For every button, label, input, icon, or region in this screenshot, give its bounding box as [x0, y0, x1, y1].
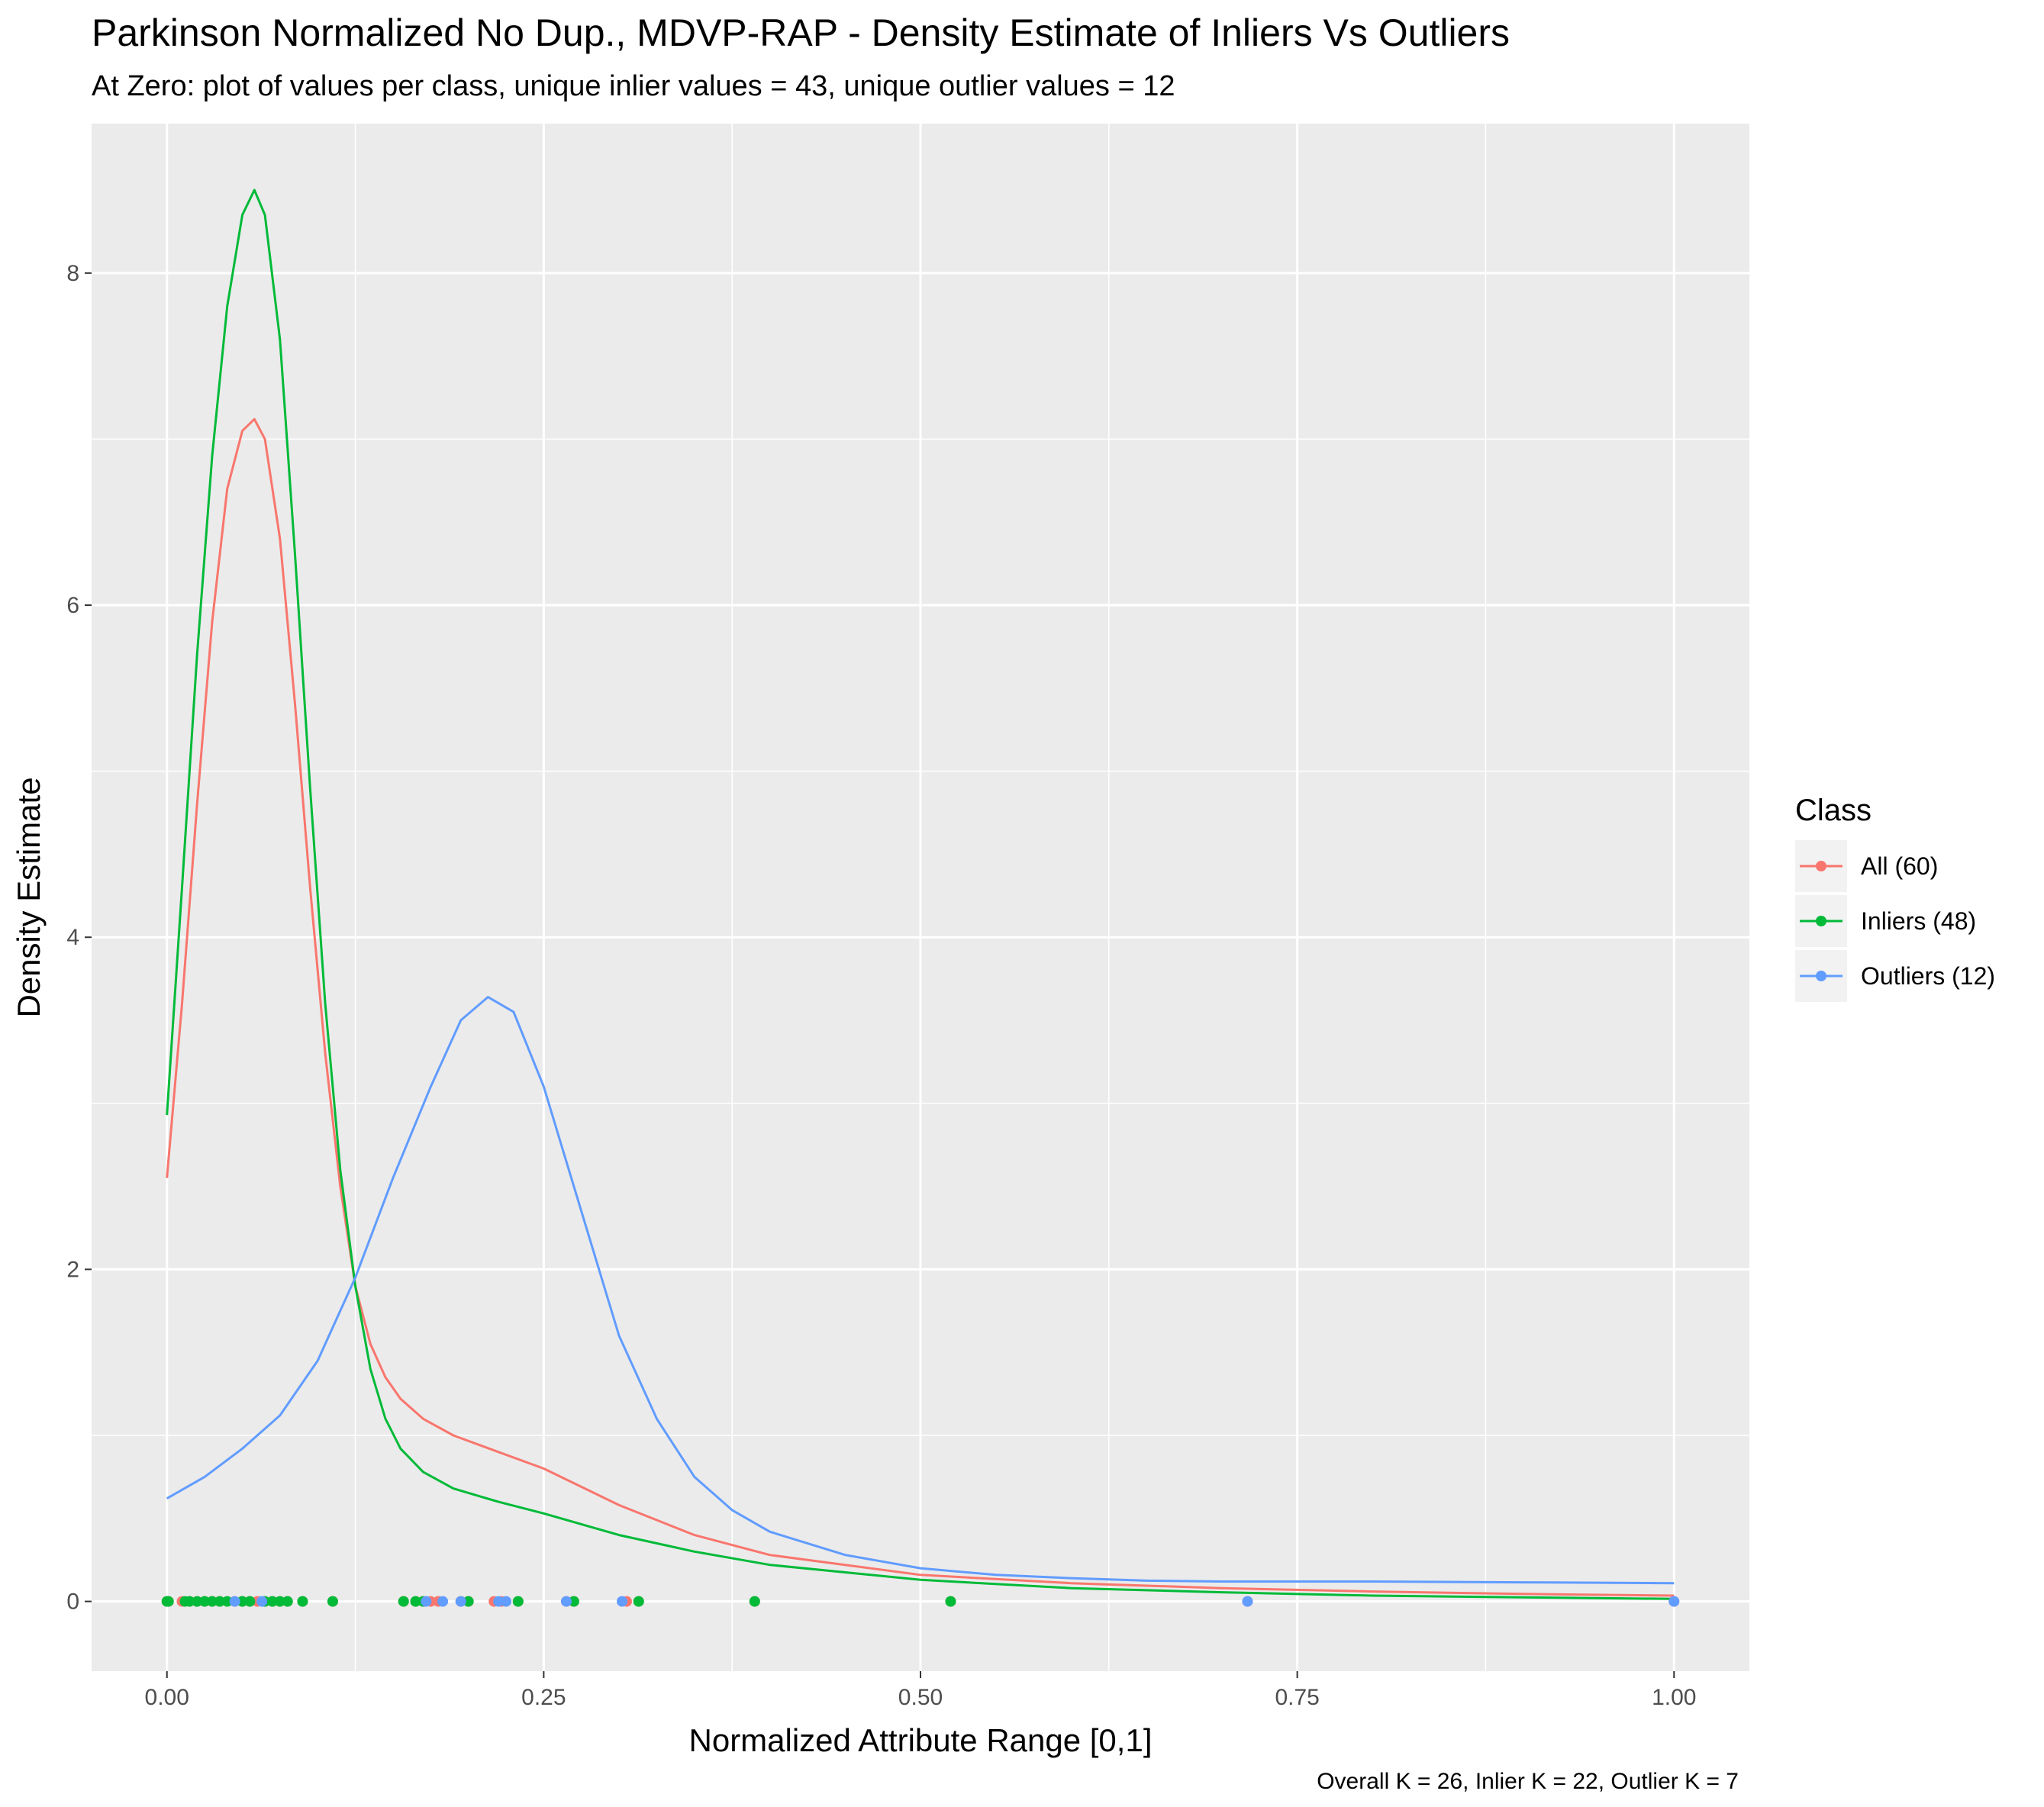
- zero-point-outliers-12: [493, 1596, 505, 1607]
- zero-point-outliers-12: [421, 1596, 432, 1607]
- chart-caption: Overall K = 26, Inlier K = 22, Outlier K…: [1317, 1769, 1739, 1794]
- zero-point-inliers-48: [244, 1596, 256, 1607]
- zero-point-inliers-48: [512, 1596, 524, 1607]
- x-axis: 0.00 0.25 0.50 0.75 1.00: [145, 1671, 1696, 1710]
- y-tick-label: 2: [66, 1257, 79, 1282]
- zero-point-outliers-12: [1242, 1596, 1253, 1607]
- series-line-inliers-48: [166, 188, 1675, 1600]
- y-tick-label: 6: [66, 593, 79, 618]
- x-tick-label: 0.25: [521, 1685, 566, 1710]
- zero-point-inliers-48: [398, 1596, 409, 1607]
- zero-point-inliers-48: [184, 1596, 195, 1607]
- y-tick-label: 4: [66, 925, 79, 950]
- zero-point-inliers-48: [199, 1596, 211, 1607]
- y-tick-label: 8: [66, 261, 79, 286]
- zero-point-outliers-12: [229, 1596, 240, 1607]
- zero-point-outliers-12: [501, 1596, 511, 1607]
- legend-title: Class: [1795, 794, 1872, 827]
- legend-label-outliers-12: Outliers (12): [1861, 962, 1995, 990]
- zero-point-inliers-48: [163, 1596, 174, 1607]
- zero-point-inliers-48: [297, 1596, 308, 1607]
- x-tick-label: 1.00: [1652, 1685, 1696, 1710]
- zero-point-inliers-48: [410, 1596, 421, 1607]
- legend-key-point: [1816, 861, 1826, 871]
- zero-point-inliers-48: [749, 1596, 760, 1607]
- x-tick-label: 0.75: [1275, 1685, 1319, 1710]
- zero-point-outliers-12: [437, 1596, 449, 1607]
- x-axis-title: Normalized Attribute Range [0,1]: [689, 1722, 1153, 1758]
- series-line-all-60: [166, 417, 1675, 1597]
- series-line-outliers-12: [166, 996, 1675, 1585]
- legend: Class All (60) Inliers (48) Outliers (12): [1795, 794, 1995, 1002]
- zero-point-outliers-12: [1668, 1596, 1680, 1607]
- zero-point-inliers-48: [237, 1596, 248, 1607]
- legend-label-inliers-48: Inliers (48): [1861, 907, 1976, 935]
- zero-point-outliers-12: [617, 1596, 628, 1607]
- zero-point-inliers-48: [206, 1596, 218, 1607]
- zero-point-inliers-48: [327, 1596, 338, 1607]
- zero-point-inliers-48: [192, 1596, 203, 1607]
- major-gridlines: [92, 124, 1749, 1671]
- zero-points: [161, 1596, 1680, 1607]
- chart-subtitle: At Zero: plot of values per class, uniqu…: [92, 70, 1175, 102]
- zero-point-outliers-12: [560, 1596, 572, 1607]
- y-axis: 0 2 4 6 8: [66, 261, 92, 1615]
- y-axis-title: Density Estimate: [11, 777, 47, 1017]
- zero-point-inliers-48: [274, 1596, 285, 1607]
- zero-point-inliers-48: [945, 1596, 956, 1607]
- zero-point-outliers-12: [455, 1596, 466, 1607]
- zero-point-inliers-48: [221, 1596, 233, 1607]
- zero-point-inliers-48: [568, 1596, 579, 1607]
- zero-point-inliers-48: [282, 1596, 293, 1607]
- zero-point-inliers-48: [463, 1596, 474, 1607]
- x-tick-label: 0.00: [145, 1685, 189, 1710]
- chart-title: Parkinson Normalized No Dup., MDVP-RAP -…: [92, 11, 1510, 54]
- series-lines: [166, 188, 1675, 1600]
- zero-point-inliers-48: [266, 1596, 278, 1607]
- zero-point-inliers-48: [633, 1596, 644, 1607]
- zero-point-inliers-48: [214, 1596, 225, 1607]
- legend-key-point: [1816, 971, 1826, 981]
- legend-label-all-60: All (60): [1861, 852, 1938, 880]
- x-tick-label: 0.50: [898, 1685, 943, 1710]
- zero-point-outliers-12: [256, 1596, 268, 1607]
- y-tick-label: 0: [66, 1590, 79, 1615]
- legend-key-point: [1816, 916, 1826, 926]
